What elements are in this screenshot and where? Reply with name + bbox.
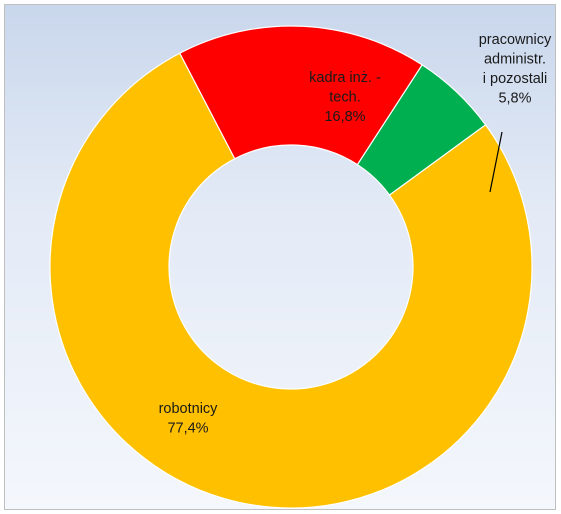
data-label-value-0: 77,4%	[167, 421, 208, 437]
labels-group: robotnicy 77,4% kadra inż. - tech. 16,8% prac…	[159, 32, 552, 437]
data-label-text-2: pracownicy	[479, 32, 552, 48]
slice-1	[178, 25, 424, 166]
data-label-value-1: 16,8%	[324, 109, 365, 125]
data-label-text-1: kadra inż. -	[309, 70, 381, 86]
data-label-text-2: i pozostali	[483, 71, 547, 87]
leader-line	[489, 131, 503, 193]
data-label-value-2: 5,8%	[498, 91, 531, 107]
chart-area: robotnicy 77,4% kadra inż. - tech. 16,8% prac…	[4, 4, 556, 510]
slices-group	[49, 25, 533, 509]
data-label-text-1: tech.	[329, 90, 360, 106]
donut-chart: robotnicy 77,4% kadra inż. - tech. 16,8% prac…	[49, 25, 552, 509]
slice-0	[49, 52, 533, 509]
data-label-text-0: robotnicy	[159, 401, 219, 417]
data-label-text-2: administr.	[484, 52, 546, 68]
